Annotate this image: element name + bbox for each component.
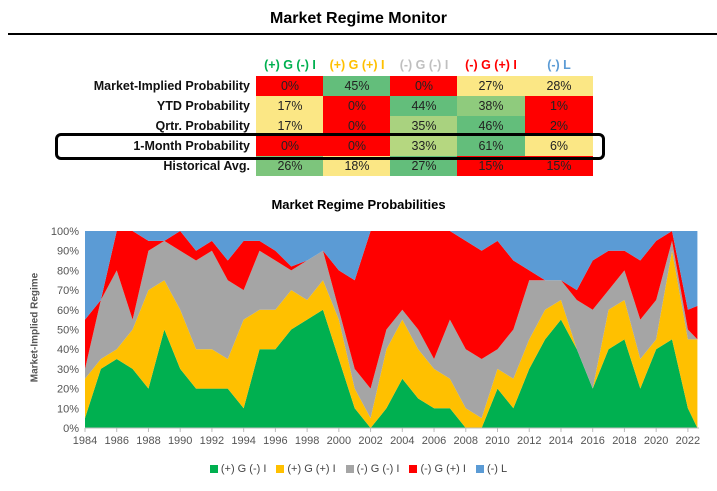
y-tick-label: 90% [57, 246, 79, 258]
table-cell: 0% [256, 76, 324, 96]
area-series-0 [85, 309, 698, 428]
table-cell: 6% [525, 136, 593, 156]
area-series-2 [85, 240, 698, 419]
table-cell: 17% [256, 116, 324, 136]
table-cell: 33% [390, 136, 458, 156]
x-tick-label: 1988 [136, 435, 160, 447]
area-series-4 [85, 231, 698, 320]
x-tick-label: 1990 [168, 435, 192, 447]
table-cell: 17% [256, 96, 324, 116]
table-cell: 46% [457, 116, 525, 136]
row-label: 1-Month Probability [133, 139, 250, 153]
table-cell: 61% [457, 136, 525, 156]
legend-label: (-) G (-) I [356, 463, 400, 475]
y-tick-label: 30% [57, 364, 79, 376]
column-header: (-) G (+) I [465, 58, 517, 72]
chart-title: Market Regime Probabilities [271, 197, 446, 212]
legend-swatch [475, 465, 484, 473]
table-cell: 44% [390, 96, 458, 116]
table-cell: 0% [323, 96, 391, 116]
y-tick-label: 40% [57, 344, 79, 356]
x-tick-label: 2022 [676, 435, 700, 447]
x-tick-label: 1996 [263, 435, 287, 447]
legend-label: (-) G (+) I [420, 463, 466, 475]
table-cell: 35% [390, 116, 458, 136]
table-cell: 1% [525, 96, 593, 116]
y-tick-label: 50% [57, 325, 79, 337]
legend-label: (+) G (+) I [287, 463, 336, 475]
x-tick-label: 1994 [231, 435, 255, 447]
table-cell: 18% [323, 156, 391, 176]
legend-swatch [209, 465, 218, 473]
table-cell: 27% [390, 156, 458, 176]
legend-item: (-) G (-) I [345, 463, 400, 475]
table-cell: 28% [525, 76, 593, 96]
legend-swatch [276, 465, 285, 473]
table-cell: 0% [256, 136, 324, 156]
row-label: Historical Avg. [163, 159, 250, 173]
title-divider [8, 33, 717, 35]
x-tick-label: 1992 [200, 435, 224, 447]
table-cell: 27% [457, 76, 525, 96]
table-cell: 0% [323, 136, 391, 156]
legend-item: (-) L [475, 463, 508, 475]
row-label: Market-Implied Probability [93, 79, 250, 93]
row-label: YTD Probability [156, 99, 250, 113]
y-tick-label: 70% [57, 285, 79, 297]
table-cell: 38% [457, 96, 525, 116]
x-tick-label: 2018 [612, 435, 636, 447]
table-cell: 26% [256, 156, 324, 176]
legend-swatch [409, 465, 418, 473]
legend-item: (-) G (+) I [409, 463, 466, 475]
legend-label: (+) G (-) I [220, 463, 267, 475]
x-tick-label: 2006 [422, 435, 446, 447]
column-header: (+) G (-) I [264, 58, 316, 72]
column-header: (+) G (+) I [329, 58, 385, 72]
x-tick-label: 1998 [295, 435, 319, 447]
x-tick-label: 2016 [580, 435, 604, 447]
y-tick-label: 10% [57, 403, 79, 415]
area-series-1 [85, 250, 698, 428]
y-tick-label: 0% [63, 423, 79, 435]
x-tick-label: 2002 [358, 435, 382, 447]
legend-item: (+) G (-) I [209, 463, 267, 475]
chart-legend: (+) G (-) I (+) G (+) I (-) G (-) I (-) G (… [0, 463, 717, 475]
table-cell: 2% [525, 116, 593, 136]
row-label: Qrtr. Probability [155, 119, 250, 133]
x-tick-label: 2014 [549, 435, 573, 447]
y-tick-label: 60% [57, 305, 79, 317]
x-tick-label: 2020 [644, 435, 668, 447]
x-tick-label: 2000 [327, 435, 351, 447]
column-header: (-) G (-) I [399, 58, 449, 72]
table-cell: 45% [323, 76, 391, 96]
table-cell: 15% [525, 156, 593, 176]
table-cell: 15% [457, 156, 525, 176]
x-tick-label: 2010 [485, 435, 509, 447]
x-tick-label: 2012 [517, 435, 541, 447]
highlight-box-1-month [55, 133, 605, 160]
x-tick-label: 2004 [390, 435, 414, 447]
legend-swatch [345, 465, 354, 473]
table-cell: 0% [390, 76, 458, 96]
y-tick-label: 20% [57, 384, 79, 396]
area-series-3 [85, 231, 698, 389]
page-title: Market Regime Monitor [270, 10, 447, 27]
table-cell: 0% [323, 116, 391, 136]
column-header: (-) L [547, 58, 571, 72]
y-tick-label: 80% [57, 265, 79, 277]
x-tick-label: 1984 [73, 435, 97, 447]
x-tick-label: 2008 [454, 435, 478, 447]
legend-label: (-) L [486, 463, 508, 475]
legend-item: (+) G (+) I [276, 463, 336, 475]
x-tick-label: 1986 [104, 435, 128, 447]
y-tick-label: 100% [51, 226, 79, 238]
